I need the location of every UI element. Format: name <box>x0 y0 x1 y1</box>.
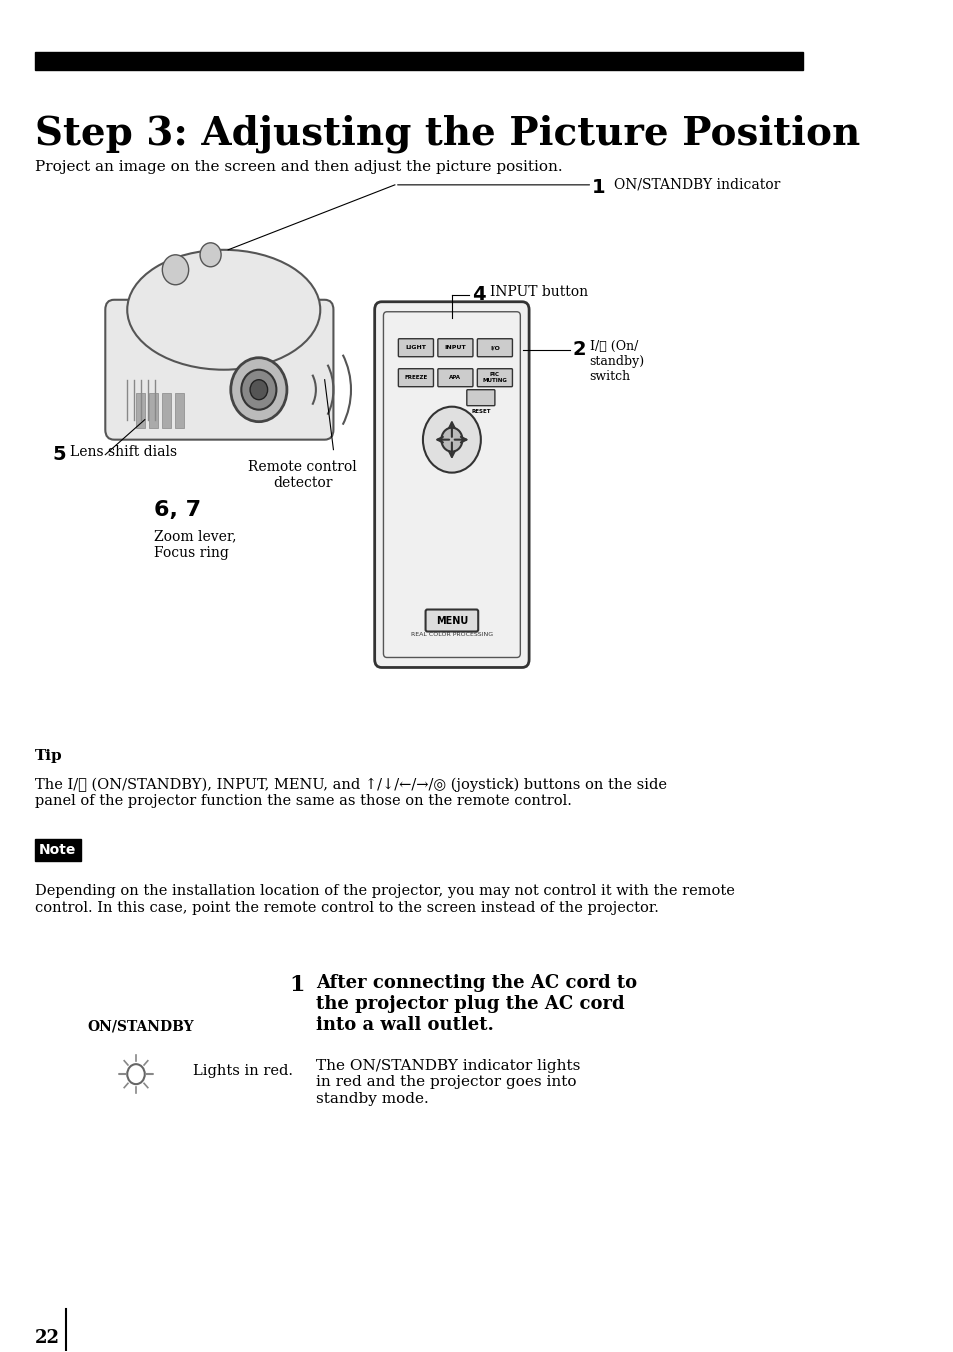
Text: 22: 22 <box>35 1329 60 1347</box>
Circle shape <box>422 407 480 473</box>
Text: After connecting the AC cord to
the projector plug the AC cord
into a wall outle: After connecting the AC cord to the proj… <box>315 975 637 1034</box>
Text: 4: 4 <box>472 285 485 304</box>
Circle shape <box>231 358 287 422</box>
FancyBboxPatch shape <box>437 339 473 357</box>
Text: 6, 7: 6, 7 <box>153 500 200 519</box>
Text: I/⒤ (On/
standby)
switch: I/⒤ (On/ standby) switch <box>589 339 644 383</box>
Text: The I/⒤ (ON/STANDBY), INPUT, MENU, and ↑/↓/←/→/◎ (joystick) buttons on the side
: The I/⒤ (ON/STANDBY), INPUT, MENU, and ↑… <box>35 777 666 808</box>
Text: Lens shift dials: Lens shift dials <box>71 445 177 458</box>
Text: REAL COLOR PROCESSING: REAL COLOR PROCESSING <box>411 631 493 637</box>
Text: FREEZE: FREEZE <box>404 376 427 380</box>
Ellipse shape <box>127 250 320 369</box>
FancyBboxPatch shape <box>425 610 477 631</box>
Text: MENU: MENU <box>436 615 468 626</box>
Bar <box>35 840 81 861</box>
Text: LIGHT: LIGHT <box>405 345 426 350</box>
Bar <box>136 392 145 427</box>
Text: APA: APA <box>449 376 461 380</box>
FancyBboxPatch shape <box>437 369 473 387</box>
Text: Tip: Tip <box>35 749 63 764</box>
Text: 1: 1 <box>592 178 605 197</box>
FancyBboxPatch shape <box>476 369 512 387</box>
Bar <box>175 392 184 427</box>
Circle shape <box>441 427 462 452</box>
Text: Project an image on the screen and then adjust the picture position.: Project an image on the screen and then … <box>35 160 562 174</box>
Text: INPUT button: INPUT button <box>489 285 587 299</box>
Text: I/O: I/O <box>490 345 499 350</box>
Bar <box>149 392 158 427</box>
Circle shape <box>241 369 276 410</box>
FancyBboxPatch shape <box>375 301 529 668</box>
FancyBboxPatch shape <box>476 339 512 357</box>
Text: 2: 2 <box>572 339 585 358</box>
FancyBboxPatch shape <box>466 389 495 406</box>
Circle shape <box>250 380 268 400</box>
Text: Step 3: Adjusting the Picture Position: Step 3: Adjusting the Picture Position <box>35 115 860 153</box>
Text: Depending on the installation location of the projector, you may not control it : Depending on the installation location o… <box>35 884 734 914</box>
FancyBboxPatch shape <box>398 369 433 387</box>
Text: ON/STANDBY: ON/STANDBY <box>88 1019 194 1033</box>
Text: Lights in red.: Lights in red. <box>193 1064 293 1078</box>
Text: The ON/STANDBY indicator lights
in red and the projector goes into
standby mode.: The ON/STANDBY indicator lights in red a… <box>315 1059 579 1106</box>
Text: INPUT: INPUT <box>444 345 466 350</box>
FancyBboxPatch shape <box>105 300 334 439</box>
Circle shape <box>200 243 221 266</box>
Bar <box>162 392 171 427</box>
Text: ON/STANDBY indicator: ON/STANDBY indicator <box>614 178 780 192</box>
Text: Remote control
detector: Remote control detector <box>248 460 356 489</box>
Text: PIC
MUTING: PIC MUTING <box>482 372 507 383</box>
Text: 1: 1 <box>290 975 305 996</box>
Circle shape <box>162 254 189 285</box>
Bar <box>35 51 802 70</box>
Text: Note: Note <box>39 844 76 857</box>
Text: 5: 5 <box>52 445 66 464</box>
FancyBboxPatch shape <box>398 339 433 357</box>
Text: Zoom lever,
Focus ring: Zoom lever, Focus ring <box>153 530 235 560</box>
Text: RESET: RESET <box>471 410 490 414</box>
